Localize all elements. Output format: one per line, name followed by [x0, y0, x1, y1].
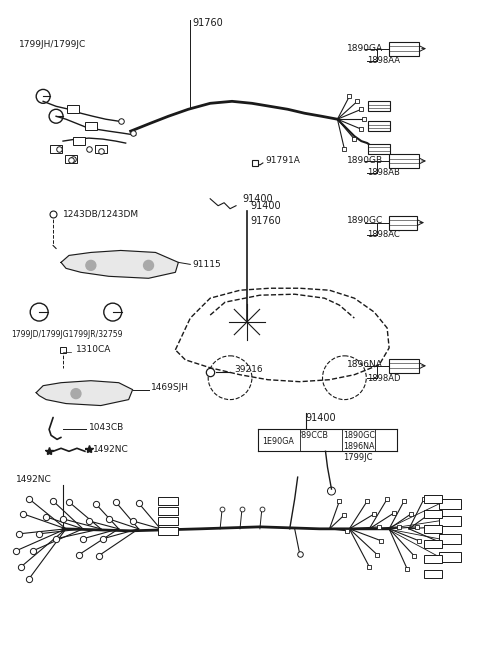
- Text: 91400: 91400: [250, 201, 281, 211]
- Bar: [65, 155, 77, 163]
- Circle shape: [71, 389, 81, 399]
- Bar: [424, 495, 442, 503]
- Text: 1898AD: 1898AD: [367, 374, 401, 383]
- Text: 1890GC: 1890GC: [343, 431, 375, 440]
- Bar: [389, 215, 417, 229]
- Bar: [389, 359, 419, 373]
- Bar: [424, 525, 442, 533]
- Text: 91400: 91400: [306, 413, 336, 422]
- Bar: [424, 510, 442, 518]
- Bar: [158, 507, 179, 515]
- Text: 91760: 91760: [192, 18, 223, 28]
- Bar: [368, 144, 390, 154]
- Text: '89CCB: '89CCB: [300, 431, 329, 440]
- Text: 1898AC: 1898AC: [367, 229, 400, 238]
- Text: 91791A: 91791A: [266, 156, 301, 166]
- Bar: [368, 101, 390, 111]
- Text: 1E90GA: 1E90GA: [262, 437, 294, 446]
- Text: 39216: 39216: [234, 365, 263, 374]
- Polygon shape: [61, 250, 179, 279]
- Bar: [67, 105, 79, 113]
- Bar: [424, 555, 442, 562]
- Text: 1469SJH: 1469SJH: [151, 383, 189, 392]
- Text: 91400: 91400: [242, 194, 273, 204]
- Text: 1896NA: 1896NA: [348, 360, 383, 369]
- Bar: [73, 137, 85, 145]
- Bar: [158, 527, 179, 535]
- Bar: [439, 516, 461, 526]
- Bar: [389, 154, 419, 168]
- Bar: [368, 121, 390, 131]
- Bar: [389, 41, 419, 56]
- Text: 1890GA: 1890GA: [348, 43, 384, 53]
- Bar: [439, 499, 461, 509]
- Bar: [50, 145, 62, 153]
- Bar: [95, 145, 107, 153]
- Circle shape: [86, 260, 96, 270]
- Text: 91115: 91115: [192, 260, 221, 269]
- Text: 1310CA: 1310CA: [76, 346, 111, 354]
- Text: 1492NC: 1492NC: [16, 475, 52, 484]
- Text: 1898AB: 1898AB: [367, 168, 400, 177]
- Circle shape: [144, 260, 154, 270]
- Text: 1898AA: 1898AA: [367, 56, 400, 64]
- Text: 1896NA: 1896NA: [343, 442, 375, 451]
- Text: 91760: 91760: [250, 215, 281, 225]
- Bar: [439, 552, 461, 562]
- Bar: [424, 570, 442, 578]
- Text: 1799JH/1799JC: 1799JH/1799JC: [19, 39, 86, 49]
- Bar: [85, 122, 97, 130]
- Bar: [439, 533, 461, 544]
- Text: 1243DB/1243DM: 1243DB/1243DM: [63, 209, 139, 218]
- Bar: [158, 497, 179, 505]
- Polygon shape: [36, 380, 132, 405]
- Text: 1890GB: 1890GB: [348, 156, 384, 165]
- Bar: [158, 517, 179, 525]
- Text: 1890GC: 1890GC: [348, 215, 384, 225]
- Text: 1799JC: 1799JC: [343, 453, 373, 462]
- Text: 1492NC: 1492NC: [93, 445, 129, 454]
- Text: 1799JD/1799JG1799JR/32759: 1799JD/1799JG1799JR/32759: [12, 330, 123, 339]
- Text: 1043CB: 1043CB: [89, 423, 124, 432]
- Bar: [424, 540, 442, 548]
